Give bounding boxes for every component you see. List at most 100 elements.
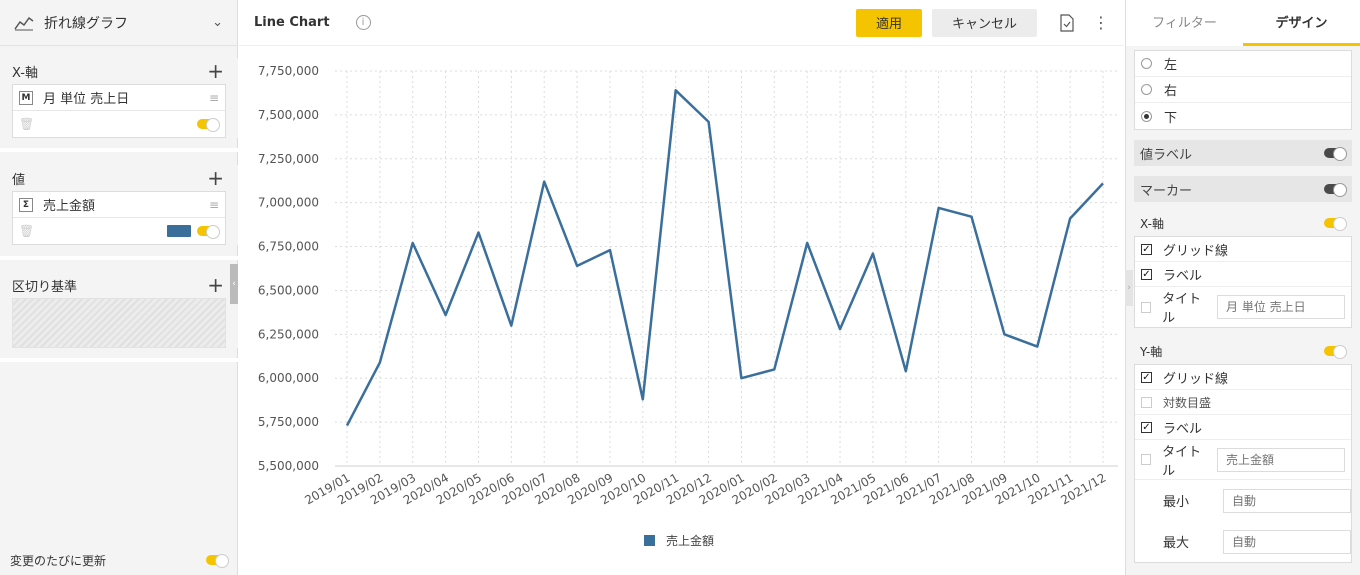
value-label-toggle[interactable] bbox=[1324, 147, 1347, 161]
cancel-button[interactable]: キャンセル bbox=[932, 8, 1037, 37]
x-axis-field[interactable]: M 月 単位 売上日 ≡ 🗑 bbox=[12, 84, 226, 138]
radio-icon[interactable] bbox=[1141, 58, 1152, 69]
chart-type-selector[interactable]: 折れ線グラフ ⌄ bbox=[0, 0, 237, 46]
series-color-swatch[interactable] bbox=[167, 225, 191, 237]
marker-toggle[interactable] bbox=[1324, 183, 1347, 197]
info-icon[interactable]: i bbox=[355, 15, 371, 30]
add-x-axis-field-icon[interactable]: + bbox=[207, 59, 224, 83]
x-label-label: ラベル bbox=[1163, 268, 1203, 284]
legend-position-group: 左 右 下 bbox=[1134, 50, 1352, 130]
x-axis-toggle[interactable] bbox=[1324, 217, 1347, 231]
y-log-option[interactable]: 対数目盛 bbox=[1135, 390, 1351, 415]
checkbox-checked-icon[interactable]: ✓ bbox=[1141, 421, 1152, 433]
x-axis-design-label: X-軸 bbox=[1140, 216, 1164, 231]
checkbox-checked-icon[interactable]: ✓ bbox=[1141, 268, 1152, 280]
apply-button[interactable]: 適用 bbox=[856, 8, 922, 37]
drag-handle-icon[interactable]: ≡ bbox=[208, 90, 219, 105]
checkbox-icon[interactable] bbox=[1141, 396, 1152, 408]
y-title-label: タイトル bbox=[1162, 444, 1202, 479]
y-tick-label: 7,250,000 bbox=[258, 152, 319, 166]
panel-tabs: フィルター デザイン bbox=[1126, 0, 1360, 46]
auto-update-toggle[interactable] bbox=[206, 554, 229, 568]
checkbox-icon[interactable] bbox=[1141, 454, 1152, 465]
sum-badge-icon: Σ bbox=[19, 197, 33, 212]
field-panel: 折れ線グラフ ⌄ X-軸 + M 月 単位 売上日 ≡ 🗑 値 + bbox=[0, 0, 238, 575]
y-tick-label: 6,500,000 bbox=[258, 283, 319, 297]
add-category-field-icon[interactable]: + bbox=[207, 273, 224, 297]
y-axis-toggle[interactable] bbox=[1324, 345, 1347, 359]
line-chart-icon bbox=[14, 16, 34, 30]
value-field-toggle[interactable] bbox=[197, 225, 220, 239]
x-axis-field-toggle[interactable] bbox=[197, 118, 220, 132]
month-badge-icon: M bbox=[19, 90, 33, 105]
marker-row: マーカー bbox=[1134, 176, 1352, 202]
chart-editor: Line Chart i 適用 キャンセル ⋮ 5,500,000 5,750,0… bbox=[239, 0, 1124, 575]
y-log-label: 対数目盛 bbox=[1163, 395, 1212, 410]
trash-icon[interactable]: 🗑 bbox=[19, 117, 35, 131]
divider bbox=[0, 148, 238, 152]
divider bbox=[0, 358, 238, 362]
legend-position-bottom-label: 下 bbox=[1164, 110, 1178, 126]
x-axis-title-input[interactable] bbox=[1217, 295, 1345, 319]
y-tick-label: 5,500,000 bbox=[258, 459, 319, 473]
category-drop-zone[interactable] bbox=[12, 298, 226, 348]
y-tick-label: 6,250,000 bbox=[258, 327, 319, 341]
series-line bbox=[345, 89, 1104, 427]
y-grid-option[interactable]: ✓ グリッド線 bbox=[1135, 365, 1351, 390]
toolbar: Line Chart i 適用 キャンセル ⋮ bbox=[239, 0, 1124, 46]
auto-update-row: 変更のたびに更新 bbox=[0, 545, 238, 575]
export-file-icon[interactable] bbox=[1059, 13, 1075, 32]
x-grid-option[interactable]: ✓ グリッド線 bbox=[1135, 237, 1351, 262]
category-label: 区切り基準 bbox=[12, 279, 78, 295]
value-field-name: 売上金額 bbox=[43, 199, 96, 214]
tab-filter[interactable]: フィルター bbox=[1152, 16, 1217, 31]
chart-area: 5,500,000 5,750,000 6,000,000 6,250,000 6,50… bbox=[239, 46, 1124, 575]
design-panel: › フィルター デザイン 左 右 下 値ラベル マーカー bbox=[1125, 0, 1360, 575]
collapse-left-panel-handle[interactable]: ‹ bbox=[230, 264, 238, 304]
y-min-input[interactable] bbox=[1223, 488, 1351, 513]
x-title-label: タイトル bbox=[1162, 292, 1202, 326]
chevron-down-icon[interactable]: ⌄ bbox=[212, 15, 223, 30]
checkbox-checked-icon[interactable]: ✓ bbox=[1141, 371, 1152, 383]
y-min-row: 最小 bbox=[1135, 480, 1351, 521]
add-value-field-icon[interactable]: + bbox=[207, 166, 224, 190]
value-field[interactable]: Σ 売上金額 ≡ 🗑 bbox=[12, 191, 226, 245]
radio-icon[interactable] bbox=[1141, 84, 1152, 95]
x-title-option[interactable]: タイトル bbox=[1135, 287, 1351, 327]
value-label-row: 値ラベル bbox=[1134, 140, 1352, 166]
checkbox-checked-icon[interactable]: ✓ bbox=[1141, 243, 1152, 255]
trash-icon[interactable]: 🗑 bbox=[19, 224, 35, 238]
y-label-label: ラベル bbox=[1163, 421, 1203, 437]
legend-position-bottom[interactable]: 下 bbox=[1135, 103, 1351, 129]
x-label-option[interactable]: ✓ ラベル bbox=[1135, 262, 1351, 287]
checkbox-icon[interactable] bbox=[1141, 301, 1152, 313]
y-axis-title-input[interactable] bbox=[1217, 447, 1345, 472]
y-tick-label: 5,750,000 bbox=[258, 415, 319, 429]
legend-position-left[interactable]: 左 bbox=[1135, 51, 1351, 77]
radio-selected-icon[interactable] bbox=[1141, 110, 1152, 122]
x-axis-options: ✓ グリッド線 ✓ ラベル タイトル bbox=[1134, 236, 1352, 328]
tab-design[interactable]: デザイン bbox=[1243, 0, 1360, 46]
value-label-text: 値ラベル bbox=[1140, 147, 1193, 163]
x-axis-field-name: 月 単位 売上日 bbox=[43, 92, 130, 107]
y-axis-options: ✓ グリッド線 対数目盛 ✓ ラベル タイトル 最小 最大 bbox=[1134, 364, 1352, 563]
legend-swatch bbox=[644, 535, 655, 546]
y-max-label: 最大 bbox=[1163, 536, 1190, 551]
x-grid-label: グリッド線 bbox=[1163, 243, 1229, 259]
x-axis-label: X-軸 bbox=[12, 65, 38, 81]
y-tick-label: 7,500,000 bbox=[258, 108, 319, 122]
drag-handle-icon[interactable]: ≡ bbox=[208, 197, 219, 212]
category-section: 区切り基準 + bbox=[0, 272, 238, 348]
y-grid-label: グリッド線 bbox=[1163, 371, 1229, 387]
legend-position-right[interactable]: 右 bbox=[1135, 77, 1351, 103]
y-title-option[interactable]: タイトル bbox=[1135, 440, 1351, 480]
y-max-input[interactable] bbox=[1223, 529, 1351, 554]
more-options-icon[interactable]: ⋮ bbox=[1093, 13, 1109, 32]
y-tick-label: 7,000,000 bbox=[258, 196, 319, 210]
legend-label: 売上金額 bbox=[666, 533, 714, 548]
collapse-right-panel-handle[interactable]: › bbox=[1125, 270, 1133, 306]
y-axis-design-head: Y-軸 bbox=[1134, 338, 1352, 364]
y-tick-label: 6,000,000 bbox=[258, 371, 319, 385]
y-label-option[interactable]: ✓ ラベル bbox=[1135, 415, 1351, 440]
auto-update-label: 変更のたびに更新 bbox=[10, 553, 107, 568]
